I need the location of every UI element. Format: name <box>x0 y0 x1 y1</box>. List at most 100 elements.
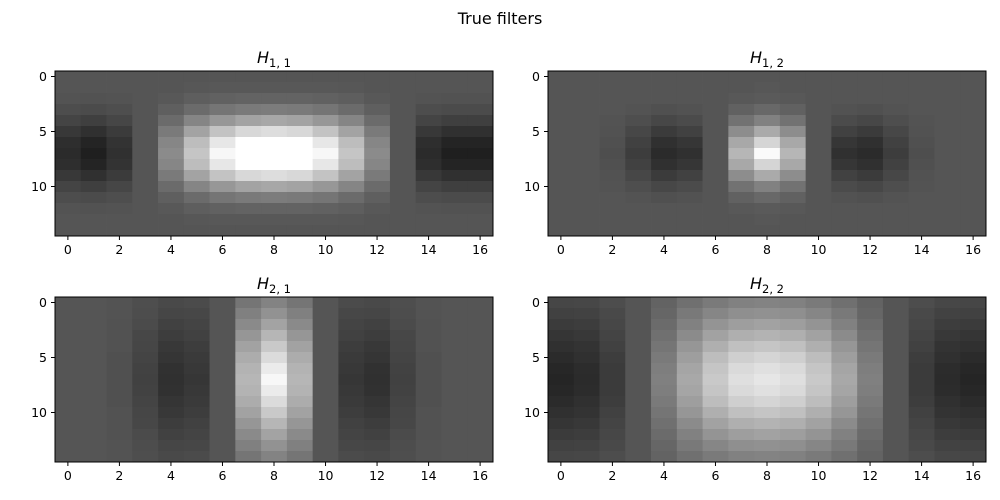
heatmap-cell <box>364 297 391 309</box>
heatmap-panel-h22: 0 2 4 6 8 10 12 14 16 0 5 10 H2, 2 <box>524 274 987 483</box>
heatmap-cell <box>831 192 858 204</box>
heatmap-cell <box>338 319 365 331</box>
heatmap-cell <box>908 385 935 397</box>
heatmap-cell <box>702 159 729 171</box>
heatmap-cell <box>625 137 652 149</box>
heatmap-cell <box>209 181 236 193</box>
heatmap-cell <box>754 440 781 452</box>
heatmap-cell <box>960 297 987 309</box>
heatmap-cell <box>779 385 807 397</box>
heatmap-cell <box>625 148 652 160</box>
heatmap-cell <box>728 429 755 441</box>
heatmap-cell <box>548 159 575 171</box>
heatmap-cell <box>934 374 961 386</box>
heatmap-cell <box>209 71 236 83</box>
heatmap-cell <box>599 214 626 226</box>
heatmap-cell <box>857 319 884 331</box>
heatmap-cell <box>312 203 339 215</box>
heatmap-cell <box>312 363 339 375</box>
heatmap-cell <box>857 374 884 386</box>
heatmap-cell <box>441 440 468 452</box>
heatmap-cell <box>106 440 133 452</box>
heatmap-cell <box>286 341 314 353</box>
heatmap-cell <box>857 71 884 83</box>
heatmap-cell <box>599 341 626 353</box>
heatmap-cell <box>389 93 417 105</box>
heatmap-cell <box>183 385 210 397</box>
heatmap-cell <box>441 396 468 408</box>
heatmap-cell <box>805 115 832 127</box>
heatmap-cell <box>908 159 935 171</box>
heatmap-cell <box>908 407 935 419</box>
heatmap-cell <box>934 203 961 215</box>
heatmap-cell <box>779 82 807 94</box>
heatmap-cell <box>651 170 678 182</box>
heatmap-cell <box>754 385 781 397</box>
heatmap-cell <box>934 170 961 182</box>
heatmap-cell <box>599 440 626 452</box>
heatmap-cell <box>882 214 910 226</box>
heatmap-cell <box>548 192 575 204</box>
y-tick-label: 0 <box>532 295 540 310</box>
x-tick-label: 4 <box>167 242 175 257</box>
heatmap-cell <box>106 363 133 375</box>
heatmap-cell <box>754 115 781 127</box>
heatmap-cell <box>286 214 314 226</box>
y-tick-label: 0 <box>39 295 47 310</box>
heatmap-cell <box>599 407 626 419</box>
heatmap-cell <box>599 363 626 375</box>
x-tick-label: 14 <box>421 242 437 257</box>
heatmap-cell <box>676 363 703 375</box>
heatmap-cell <box>625 214 652 226</box>
heatmap-cell <box>651 192 678 204</box>
heatmap-cell <box>209 214 236 226</box>
heatmap-cell <box>389 203 417 215</box>
heatmap-cell <box>573 385 600 397</box>
heatmap-cell <box>934 319 961 331</box>
heatmap-cell <box>132 170 159 182</box>
heatmap-cell <box>625 451 652 463</box>
heatmap-cell <box>55 374 82 386</box>
heatmap-cell <box>573 429 600 441</box>
heatmap-cell <box>599 82 626 94</box>
heatmap-cell <box>728 159 755 171</box>
y-tick-label: 0 <box>39 69 47 84</box>
heatmap-cell <box>805 407 832 419</box>
heatmap-cell <box>625 159 652 171</box>
heatmap-cell <box>389 137 417 149</box>
y-tick-label: 10 <box>524 405 540 420</box>
heatmap-cell <box>158 363 185 375</box>
heatmap-cell <box>235 451 262 463</box>
heatmap-cell <box>55 319 82 331</box>
heatmap-cell <box>235 297 262 309</box>
y-tick-label: 5 <box>39 350 47 365</box>
heatmap-cell <box>728 308 755 320</box>
heatmap-cell <box>908 451 935 463</box>
heatmap-cell <box>625 308 652 320</box>
heatmap-cell <box>831 115 858 127</box>
heatmap-cell <box>415 203 442 215</box>
heatmap-cell <box>599 93 626 105</box>
heatmap-cell <box>882 71 910 83</box>
panel-title-subscript: 1, 1 <box>269 56 291 70</box>
heatmap-cell <box>908 440 935 452</box>
heatmap-cell <box>389 181 417 193</box>
heatmap-cell <box>934 396 961 408</box>
heatmap-cell <box>676 148 703 160</box>
heatmap-cell <box>599 429 626 441</box>
heatmap-cell <box>599 319 626 331</box>
heatmap-cell <box>467 440 494 452</box>
heatmap-cell <box>651 82 678 94</box>
heatmap-cell <box>261 407 288 419</box>
heatmap-cell <box>235 330 262 342</box>
heatmap-cell <box>364 451 391 463</box>
heatmap-cell <box>235 352 262 364</box>
x-tick-label: 4 <box>660 242 668 257</box>
heatmap-cell <box>908 71 935 83</box>
heatmap-cell <box>235 137 262 149</box>
heatmap-cell <box>312 214 339 226</box>
heatmap-cell <box>55 341 82 353</box>
heatmap-cell <box>312 148 339 160</box>
heatmap-cell <box>286 203 314 215</box>
heatmap-cell <box>599 203 626 215</box>
